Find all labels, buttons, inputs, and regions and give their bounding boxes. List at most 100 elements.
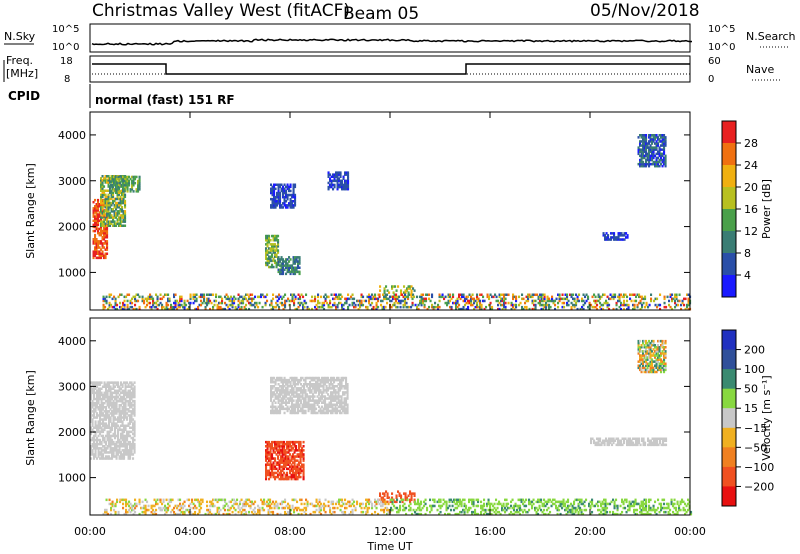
power-cell [275,245,278,248]
power-cell [551,297,554,301]
velocity-cell [389,500,392,504]
power-cell [663,301,666,305]
power-cell [462,295,465,299]
power-cell [107,206,110,209]
velocity-cell [590,439,593,442]
velocity-cell [336,395,339,398]
velocity-cell [176,512,179,516]
velocity-cell [300,383,303,386]
velocity-cell [197,500,200,504]
power-cell [108,303,111,307]
velocity-cell [330,395,333,398]
power-cell [289,258,292,261]
power-cell [165,305,168,309]
velocity-cell [298,397,301,400]
velocity-cell [111,414,114,417]
velocity-cell [91,422,94,425]
velocity-cell [290,445,293,448]
velocity-cell [664,366,667,370]
power-cell [104,203,107,207]
velocity-cell [117,385,120,388]
power-cell [134,175,137,179]
velocity-cell [280,393,283,396]
velocity-cell [115,404,118,407]
velocity-cell [179,512,182,516]
velocity-cell [649,362,652,365]
velocity-cell [316,387,319,390]
power-cell [280,262,283,265]
velocity-cell [277,461,280,464]
power-cell [286,264,289,267]
velocity-cell [109,445,112,448]
velocity-cell [122,502,125,506]
velocity-cell [279,393,282,396]
power-cell [117,186,120,189]
power-cell [579,307,582,311]
velocity-cell [658,358,661,361]
power-cell [106,179,109,182]
velocity-cell [105,451,108,454]
power-cell [645,160,648,164]
velocity-cell [295,403,298,406]
velocity-cell [143,506,146,510]
power-cell [663,148,666,151]
velocity-cell [108,422,111,425]
velocity-cell [307,395,310,398]
power-cell [374,293,377,296]
velocity-cell [108,442,111,446]
velocity-cell [93,434,96,438]
power-cell [94,223,97,227]
velocity-cell [210,504,213,508]
power-cell [103,233,106,237]
velocity-cell [313,383,316,386]
power-cell [110,197,113,201]
power-cell [271,263,274,267]
power-cell [212,307,215,311]
power-cell [272,247,275,250]
power-cell [549,305,552,309]
velocity-cell [129,414,132,417]
velocity-cell [645,360,648,363]
power-cell [113,305,116,309]
velocity-cell [404,494,407,497]
power-cell [98,203,101,206]
velocity-cell [302,471,305,475]
velocity-cell [164,504,167,508]
velocity-cell [126,445,129,448]
velocity-cell [330,387,333,390]
velocity-cell [119,498,122,502]
velocity-cell [97,426,100,429]
velocity-cell [90,428,93,432]
power-cell [338,179,341,183]
velocity-cell [125,498,128,502]
power-cell [626,303,629,307]
velocity-cell [306,385,309,388]
velocity-cell [126,436,129,440]
power-cell [645,152,648,156]
velocity-cell [91,414,94,417]
power-cell [100,231,103,235]
power-cell [642,164,645,168]
power-cell [420,299,423,303]
velocity-cell [290,457,293,460]
velocity-cell [130,453,133,456]
power-cell [422,301,425,305]
power-cell [663,140,666,143]
velocity-cell [126,438,129,442]
velocity-cell [286,380,289,384]
velocity-cell [90,414,93,417]
velocity-cell [124,424,127,427]
velocity-cell [106,412,109,415]
power-cell [537,297,540,301]
power-cell [116,177,119,181]
power-cell [104,248,107,251]
power-cell [428,305,431,309]
velocity-cell [330,393,333,396]
velocity-cell [118,445,121,448]
power-cell [92,211,95,214]
power-cell [450,305,453,309]
power-cell [153,301,156,305]
velocity-cell [108,395,111,399]
velocity-cell [277,451,280,454]
power-cell [279,268,282,271]
